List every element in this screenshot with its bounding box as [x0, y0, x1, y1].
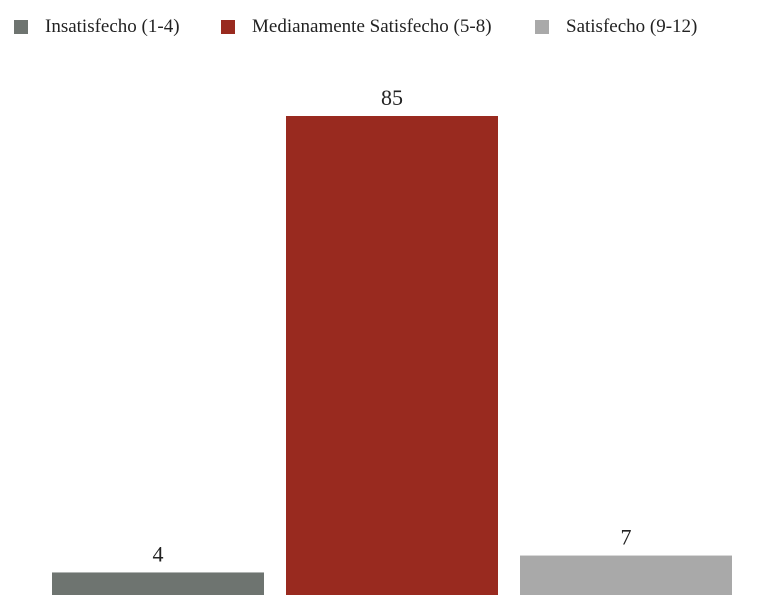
- data-label-insatisfecho: 4: [153, 541, 164, 566]
- chart-legend: Insatisfecho (1-4) Medianamente Satisfec…: [0, 14, 764, 40]
- legend-swatch-medianamente-satisfecho: [221, 20, 235, 34]
- bar-satisfecho: [520, 555, 732, 595]
- legend-label-satisfecho: Satisfecho (9-12): [566, 16, 698, 37]
- bar-medianamente-satisfecho: [286, 116, 498, 595]
- legend-item-satisfecho: Satisfecho (9-12): [535, 14, 697, 40]
- legend-item-insatisfecho: Insatisfecho (1-4): [14, 14, 180, 40]
- legend-swatch-insatisfecho: [14, 20, 28, 34]
- legend-swatch-satisfecho: [535, 20, 549, 34]
- bar-insatisfecho: [52, 572, 264, 595]
- legend-label-insatisfecho: Insatisfecho (1-4): [45, 16, 180, 37]
- legend-item-medianamente-satisfecho: Medianamente Satisfecho (5-8): [221, 14, 492, 40]
- data-label-medianamente-satisfecho: 85: [381, 85, 403, 110]
- legend-label-medianamente-satisfecho: Medianamente Satisfecho (5-8): [252, 16, 492, 37]
- data-label-satisfecho: 7: [621, 525, 632, 550]
